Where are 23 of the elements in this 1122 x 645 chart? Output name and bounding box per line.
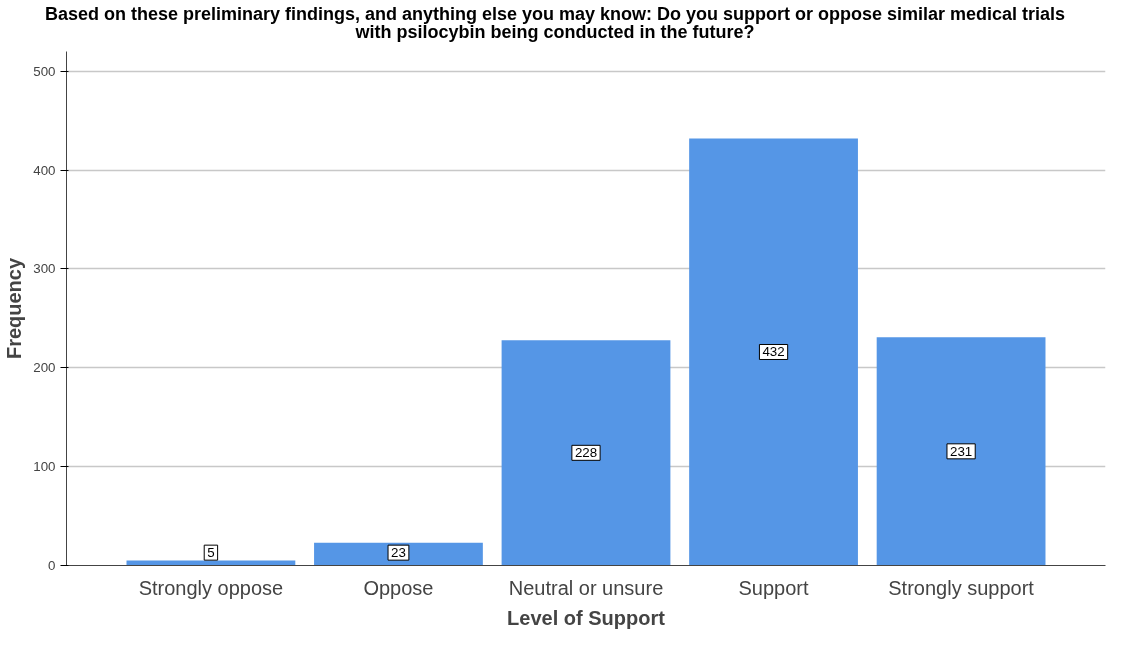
x-tick-label: Strongly support xyxy=(888,576,1035,599)
bar xyxy=(876,337,1046,566)
data-label: 228 xyxy=(574,445,598,461)
y-tick-label: 100 xyxy=(33,459,56,475)
y-tick-label: 500 xyxy=(33,63,56,79)
x-tick-label: Strongly oppose xyxy=(138,576,284,599)
data-label: 231 xyxy=(949,443,973,459)
bar xyxy=(314,542,483,566)
bar xyxy=(501,340,671,566)
x-tick-label: Oppose xyxy=(363,576,434,599)
chart-title: Based on these preliminary findings, and anything else you may know: Do you support or oppose similar medical trials with psilocybin being conducted in the future? xyxy=(43,4,1067,42)
y-tick-label: 400 xyxy=(33,162,56,178)
y-tick-label: 300 xyxy=(33,261,56,277)
x-tick-label: Support xyxy=(738,576,810,599)
x-axis-title: Level of Support xyxy=(507,606,666,629)
data-label: 432 xyxy=(762,344,785,360)
bar xyxy=(689,138,858,566)
y-axis-title: Frequency xyxy=(3,257,26,360)
data-label: 23 xyxy=(391,545,406,561)
y-tick-label: 200 xyxy=(33,360,56,376)
data-label: 5 xyxy=(207,545,215,561)
y-tick-label: 0 xyxy=(48,558,56,573)
x-tick-label: Neutral or unsure xyxy=(508,576,664,599)
